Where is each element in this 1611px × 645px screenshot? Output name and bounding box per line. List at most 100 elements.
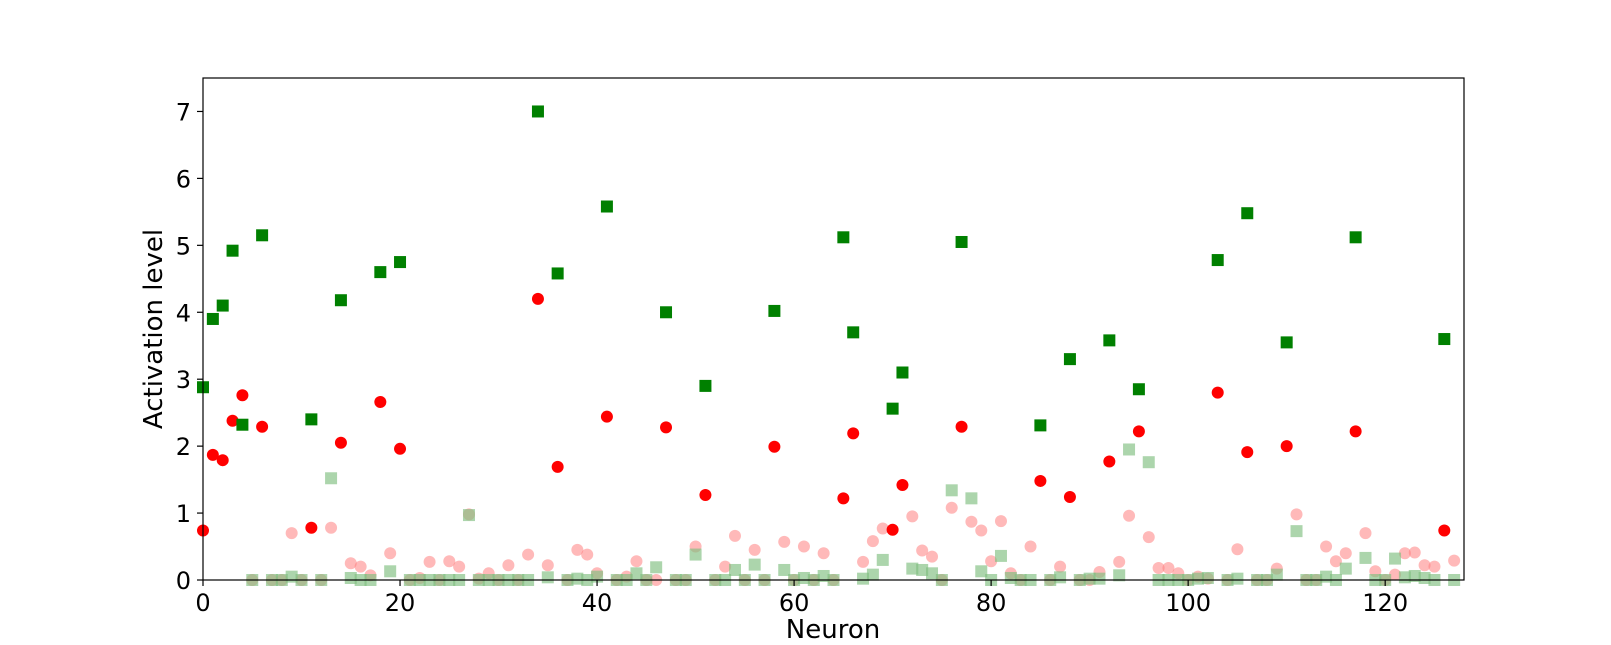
square-point bbox=[1004, 571, 1017, 584]
circle-point bbox=[1418, 559, 1431, 572]
circle-point bbox=[1063, 491, 1076, 504]
circle-point bbox=[374, 395, 387, 408]
circle-point bbox=[906, 510, 919, 523]
circle-point bbox=[1103, 455, 1116, 468]
circle-point bbox=[600, 410, 613, 423]
circle-point bbox=[1339, 547, 1352, 560]
square-point bbox=[906, 562, 919, 575]
square-point bbox=[1290, 525, 1303, 538]
data-marks bbox=[197, 105, 1461, 586]
circle-point bbox=[817, 547, 830, 560]
circle-point bbox=[660, 421, 673, 434]
square-point bbox=[797, 571, 810, 584]
circle-point bbox=[1054, 560, 1067, 573]
x-axis-label: Neuron bbox=[786, 615, 880, 645]
circle-point bbox=[728, 529, 741, 542]
y-tick-label: 7 bbox=[176, 98, 191, 126]
circle-point bbox=[1320, 540, 1333, 553]
square-point bbox=[699, 379, 712, 392]
square-point bbox=[728, 563, 741, 576]
circle-point bbox=[1142, 531, 1155, 544]
y-tick-label: 2 bbox=[176, 433, 191, 461]
square-point bbox=[600, 200, 613, 213]
circle-point bbox=[522, 548, 535, 561]
square-point bbox=[916, 563, 929, 576]
square-point bbox=[660, 306, 673, 319]
square-point bbox=[837, 231, 850, 244]
square-point bbox=[650, 561, 663, 574]
y-tick-label: 3 bbox=[176, 366, 191, 394]
circle-point bbox=[719, 560, 732, 573]
square-point bbox=[216, 299, 229, 312]
circle-point bbox=[285, 527, 298, 540]
x-tick-label: 60 bbox=[779, 589, 810, 617]
square-point bbox=[1389, 552, 1402, 565]
square-point bbox=[1211, 254, 1224, 267]
circle-point bbox=[778, 535, 791, 548]
circle-point bbox=[443, 555, 456, 568]
square-point bbox=[571, 572, 584, 585]
square-point bbox=[778, 563, 791, 576]
square-point bbox=[876, 553, 889, 566]
square-point bbox=[226, 244, 239, 257]
circle-point bbox=[1113, 555, 1126, 568]
square-point bbox=[1103, 334, 1116, 347]
square-point bbox=[1280, 336, 1293, 349]
square-point bbox=[1063, 353, 1076, 366]
circle-point bbox=[1398, 547, 1411, 560]
circle-point bbox=[581, 548, 594, 561]
circle-point bbox=[886, 523, 899, 536]
square-point bbox=[394, 256, 407, 269]
circle-point bbox=[1280, 440, 1293, 453]
square-point bbox=[256, 229, 269, 242]
circle-point bbox=[1034, 474, 1047, 487]
square-point bbox=[994, 549, 1007, 562]
circle-point bbox=[965, 515, 978, 528]
circle-point bbox=[344, 557, 357, 570]
square-point bbox=[1339, 562, 1352, 575]
y-tick-label: 1 bbox=[176, 500, 191, 528]
circle-point bbox=[541, 559, 554, 572]
square-point bbox=[945, 484, 958, 497]
y-axis-label: Activation level bbox=[139, 229, 169, 429]
y-tick-label: 6 bbox=[176, 165, 191, 193]
x-tick-label: 100 bbox=[1165, 589, 1211, 617]
circle-point bbox=[797, 540, 810, 553]
circle-point bbox=[502, 559, 515, 572]
plot-frame bbox=[202, 77, 1465, 581]
square-point bbox=[1359, 551, 1372, 564]
circle-point bbox=[985, 555, 998, 568]
circle-point bbox=[226, 414, 239, 427]
square-point bbox=[926, 567, 939, 580]
circle-point bbox=[994, 515, 1007, 528]
square-point bbox=[630, 567, 643, 580]
square-point bbox=[374, 266, 387, 279]
circle-point bbox=[630, 555, 643, 568]
square-point bbox=[975, 565, 988, 578]
square-point bbox=[965, 492, 978, 505]
circle-point bbox=[837, 492, 850, 505]
square-point bbox=[1054, 571, 1067, 584]
circle-point bbox=[1389, 568, 1402, 581]
square-point bbox=[334, 294, 347, 307]
circle-point bbox=[531, 292, 544, 305]
circle-point bbox=[334, 436, 347, 449]
circle-point bbox=[955, 420, 968, 433]
circle-point bbox=[1132, 425, 1145, 438]
square-point bbox=[1231, 572, 1244, 585]
square-point bbox=[1192, 572, 1205, 585]
circle-point bbox=[857, 555, 870, 568]
circle-point bbox=[1211, 386, 1224, 399]
square-point bbox=[384, 565, 397, 578]
square-point bbox=[305, 413, 318, 426]
circle-point bbox=[768, 440, 781, 453]
circle-point bbox=[1448, 554, 1461, 567]
circle-point bbox=[847, 427, 860, 440]
square-point bbox=[325, 472, 338, 485]
circle-point bbox=[1123, 509, 1136, 522]
circle-point bbox=[866, 535, 879, 548]
circle-point bbox=[453, 560, 466, 573]
circle-point bbox=[325, 521, 338, 534]
circle-point bbox=[1024, 540, 1037, 553]
